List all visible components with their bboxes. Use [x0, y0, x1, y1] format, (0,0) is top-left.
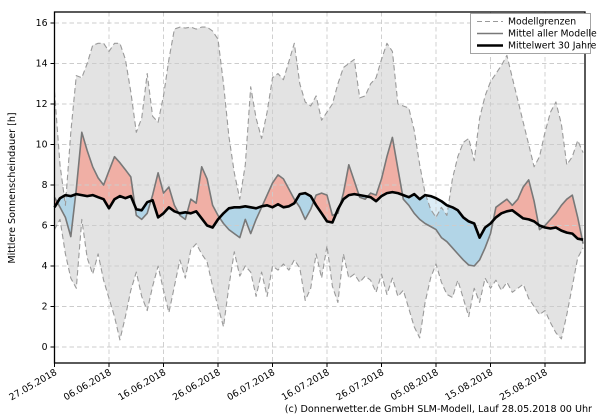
y-tick-label: 14	[36, 59, 48, 70]
model-envelope-area	[54, 27, 584, 340]
below-climate-area	[57, 194, 76, 237]
y-tick-label: 10	[36, 140, 48, 151]
y-tick-label: 12	[36, 99, 48, 110]
axis-ticks	[50, 22, 546, 367]
x-tick-label: 25.08.2018	[498, 367, 550, 403]
y-tick-label: 6	[42, 221, 48, 232]
x-tick-label: 26.07.2018	[334, 367, 386, 403]
plot-border	[53, 11, 586, 364]
x-tick-label: 06.07.2018	[225, 367, 277, 403]
above-climate-area	[262, 174, 296, 208]
above-climate-area	[313, 193, 336, 223]
y-tick-label: 8	[42, 180, 48, 191]
model-lower-bound-line	[54, 218, 584, 341]
x-tick-label: 06.06.2018	[62, 367, 114, 403]
chart-layers: 0 2 4 6 8 10 12 14 16 27.05.2018 06.06.2018 16.06.2…	[7, 11, 597, 403]
above-climate-area	[187, 166, 220, 228]
legend-item-dashed-gray: Modellgrenzen	[477, 17, 576, 28]
below-climate-area	[295, 193, 314, 220]
climate-mean-line	[53, 190, 584, 241]
below-climate-area	[402, 194, 494, 266]
above-climate-area	[150, 172, 179, 218]
x-tick-label: 26.06.2018	[171, 367, 223, 403]
model-mean-line	[53, 131, 584, 267]
x-tick-label: 15.08.2018	[443, 367, 495, 403]
model-upper-bound-line	[53, 26, 584, 218]
y-tick-label: 0	[42, 342, 48, 353]
y-tick-label: 2	[42, 302, 48, 313]
x-tick-label: 05.08.2018	[389, 367, 441, 403]
copyright-footer: (c) Donnerwetter.de GmbH SLM-Modell, Lau…	[285, 404, 592, 415]
legend-item-label: Modellgrenzen	[508, 17, 576, 28]
x-tick-label: 16.06.2018	[116, 367, 168, 403]
above-climate-area	[75, 132, 135, 209]
legend-item-label: Mittel aller Modelle	[508, 29, 597, 40]
legend-item-solid-gray: Mittel aller Modelle	[477, 29, 597, 40]
above-climate-area	[543, 195, 583, 240]
x-tick-label: 16.07.2018	[280, 367, 332, 403]
y-tick-label: 16	[36, 18, 48, 29]
grid	[54, 12, 585, 363]
legend-item-label: Mittelwert 30 Jahre	[508, 41, 597, 52]
y-tick-label: 4	[42, 261, 48, 272]
y-axis-label: Mittlere Sonnenscheindauer [h]	[7, 112, 18, 263]
legend-item-solid-black-thick: Mittelwert 30 Jahre	[477, 41, 597, 52]
x-tick-label: 27.05.2018	[7, 367, 59, 403]
